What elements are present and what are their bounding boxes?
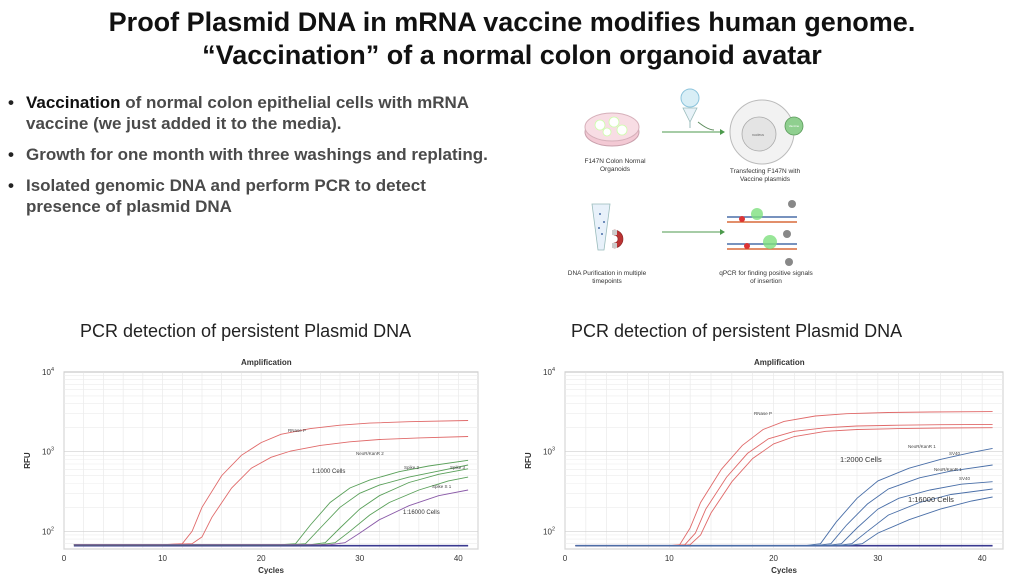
y-tick-exponent: 3 (552, 447, 555, 453)
series-line (575, 496, 993, 547)
series-label: Spike 2 (404, 465, 420, 470)
qpcr-strands-icon (727, 200, 797, 266)
step-caption-3: DNA Purification in multiple timepoints (567, 270, 647, 285)
chart-annotation: 1:1000 Cells (312, 469, 345, 475)
pipette-icon (680, 88, 700, 128)
bullet-dot: • (8, 93, 14, 112)
bullet-dot: • (8, 145, 14, 164)
x-tick-label: 40 (978, 554, 987, 563)
series-label: RNase P (754, 411, 772, 416)
chart-annotation: 1:16000 Cells (908, 495, 954, 504)
chart-title-right: PCR detection of persistent Plasmid DNA (571, 321, 903, 341)
y-tick-label: 10 (543, 527, 552, 536)
series-line (575, 481, 993, 547)
series-label: SV40 (949, 451, 961, 456)
vaccine-label: Vaccine (789, 124, 800, 128)
series-label: RNase P (288, 428, 306, 433)
bullet-text: Growth for one month with three washings… (26, 145, 488, 164)
y-tick-exponent: 3 (51, 447, 54, 453)
chart-subtitle: Amplification (754, 358, 805, 367)
y-tick-exponent: 2 (552, 526, 555, 532)
y-tick-label: 10 (42, 448, 51, 457)
amplification-chart-left: Amplification 0 10 20 30 40 10 2 10 3 10 4 Cycles RFU… (0, 352, 490, 575)
x-tick-label: 30 (355, 554, 364, 563)
chart-annotation: 1:16000 Cells (403, 510, 440, 516)
series-line (575, 423, 993, 547)
arrow-head (720, 129, 725, 135)
y-tick-exponent: 4 (552, 367, 555, 373)
x-tick-label: 10 (158, 554, 167, 563)
petri-dish-icon (584, 112, 640, 147)
y-axis-label: RFU (23, 452, 32, 469)
y-tick-exponent: 4 (51, 367, 54, 373)
bullet-item: • Growth for one month with three washing… (6, 144, 496, 165)
arrow-head (720, 229, 725, 235)
series-label: NeoR/KanR 1 (908, 444, 936, 449)
series-line (73, 459, 469, 546)
series-label: NeoR/KanR 1 (934, 467, 962, 472)
bullet-dot: • (8, 176, 14, 195)
step-caption-4: qPCR for finding positive signals of ins… (719, 270, 813, 285)
series-line (575, 447, 993, 547)
workflow-diagram: nucleus Vaccine F147N Col (552, 82, 872, 292)
amplification-chart-right: Amplification 0 10 20 30 40 10 2 10 3 10 4 Cycles RFU… (508, 352, 1016, 575)
bullet-list: • Vaccination of normal colon epithelial … (6, 92, 496, 227)
y-tick-label: 10 (543, 448, 552, 457)
curve-arrow (697, 121, 715, 131)
x-tick-label: 10 (665, 554, 674, 563)
chart-title-left: PCR detection of persistent Plasmid DNA (80, 321, 412, 341)
step-caption-2: Transfecting F147N with Vaccine plasmids (729, 168, 801, 183)
title-line-1: Proof Plasmid DNA in mRNA vaccine modifi… (108, 7, 916, 37)
cell-icon: nucleus Vaccine (729, 99, 804, 165)
slide-title: Proof Plasmid DNA in mRNA vaccine modifi… (0, 6, 1024, 72)
series-line (73, 476, 469, 546)
bullet-item: • Isolated genomic DNA and perform PCR to… (6, 175, 496, 217)
y-tick-label: 10 (543, 368, 552, 377)
y-tick-label: 10 (42, 527, 51, 536)
series-line (73, 436, 469, 546)
x-tick-label: 20 (257, 554, 266, 563)
chart-subtitle: Amplification (241, 358, 292, 367)
series-line (73, 464, 469, 546)
series-line (575, 464, 993, 547)
x-tick-label: 20 (769, 554, 778, 563)
series-line (73, 489, 469, 546)
chart-annotation: 1:2000 Cells (840, 455, 882, 464)
nucleus-label: nucleus (752, 133, 764, 137)
tube-magnet-icon (591, 203, 624, 251)
series-label: SV40 (959, 476, 971, 481)
plot-area (63, 371, 479, 550)
series-line (575, 427, 993, 547)
x-tick-label: 40 (454, 554, 463, 563)
series-label: Spike S 1 (432, 484, 452, 489)
bullet-text: Isolated genomic DNA and perform PCR to … (26, 176, 426, 216)
x-axis-label: Cycles (771, 566, 797, 574)
y-tick-label: 10 (42, 368, 51, 377)
series-label: Spike 3 (450, 465, 466, 470)
x-tick-label: 30 (873, 554, 882, 563)
x-tick-label: 0 (62, 554, 67, 563)
workflow-illustration: nucleus Vaccine (584, 88, 804, 266)
bullet-text: of normal colon epithelial cells with mR… (26, 93, 469, 133)
series-line (73, 468, 469, 546)
x-axis-label: Cycles (258, 566, 284, 574)
title-line-2: “Vaccination” of a normal colon organoid… (202, 40, 822, 70)
x-tick-label: 0 (563, 554, 568, 563)
y-axis-label: RFU (524, 452, 533, 469)
series-label: NeoR/KanR 2 (356, 451, 384, 456)
bullet-emphasis: Vaccination (26, 93, 121, 112)
bullet-item: • Vaccination of normal colon epithelial … (6, 92, 496, 134)
series-line (575, 411, 993, 547)
step-caption-1: F147N Colon Normal Organoids (584, 158, 646, 173)
series-line (73, 420, 469, 546)
y-tick-exponent: 2 (51, 526, 54, 532)
